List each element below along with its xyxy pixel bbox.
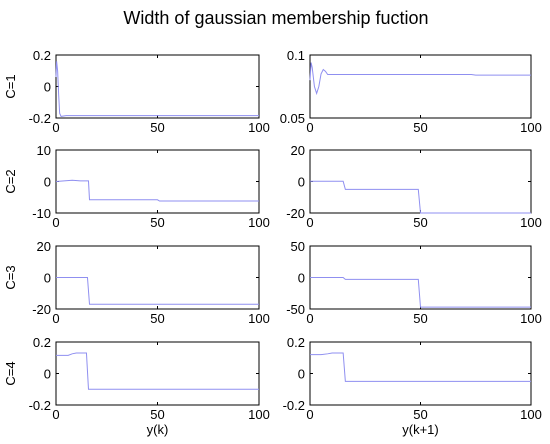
series-line (309, 62, 531, 96)
x-tick-label: 0 (52, 215, 59, 230)
y-axis-label: C=2 (3, 169, 18, 193)
x-tick-label: 0 (306, 407, 313, 422)
plot-area (55, 341, 260, 406)
series-line (56, 352, 259, 390)
y-tick-label: 0 (44, 271, 51, 286)
x-tick-label: 50 (413, 407, 427, 422)
x-tick-label: 50 (150, 407, 164, 422)
plot-area (55, 245, 260, 310)
y-tick-label: 0.05 (280, 111, 305, 126)
series-line (56, 277, 259, 305)
y-axis-label: C=1 (3, 74, 18, 98)
y-tick-label: 0 (44, 80, 51, 95)
x-tick-label: 100 (520, 407, 542, 422)
series-line (55, 61, 259, 117)
y-tick-label: 0.2 (287, 335, 305, 350)
y-tick-label: 20 (291, 143, 305, 158)
x-tick-label: 100 (520, 120, 542, 135)
x-tick-label: 0 (306, 215, 313, 230)
subplot-1: 0 50 100-0.200.2C=1 (3, 48, 270, 135)
plot-area (309, 341, 532, 406)
plot-area (309, 54, 532, 119)
x-tick-label: 100 (520, 215, 542, 230)
x-tick-label: 50 (150, 311, 164, 326)
x-tick-label: 50 (413, 215, 427, 230)
x-axis-label: y(k+1) (402, 422, 438, 437)
y-tick-label: 20 (37, 239, 51, 254)
y-axis-label: C=4 (3, 361, 18, 385)
x-tick-label: 0 (52, 407, 59, 422)
x-tick-label: 100 (520, 311, 542, 326)
y-tick-label: -20 (32, 302, 51, 317)
x-tick-label: 100 (248, 407, 270, 422)
plot-area (55, 149, 260, 214)
y-tick-label: -0.2 (29, 398, 51, 413)
y-tick-label: 50 (291, 239, 305, 254)
y-tick-label: -0.2 (29, 111, 51, 126)
series-line (310, 352, 531, 382)
y-tick-label: -20 (286, 206, 305, 221)
series-line (310, 277, 531, 308)
x-tick-label: 100 (248, 120, 270, 135)
figure-title: Width of gaussian membership fuction (123, 8, 428, 28)
y-axis-label: C=3 (3, 265, 18, 289)
y-tick-label: 0 (298, 175, 305, 190)
x-tick-label: 0 (52, 120, 59, 135)
x-tick-label: 50 (413, 120, 427, 135)
x-tick-label: 0 (52, 311, 59, 326)
series-line (310, 180, 531, 214)
x-tick-label: 0 (306, 120, 313, 135)
plot-area (309, 245, 532, 310)
y-tick-label: 0.1 (287, 48, 305, 63)
x-tick-label: 100 (248, 311, 270, 326)
y-tick-label: 0 (298, 367, 305, 382)
y-tick-label: 0.2 (33, 48, 51, 63)
series-line (55, 179, 259, 202)
y-tick-label: -50 (286, 302, 305, 317)
x-axis-label: y(k) (147, 422, 169, 437)
y-tick-label: 10 (37, 143, 51, 158)
y-tick-label: -10 (32, 206, 51, 221)
y-tick-label: 0 (44, 367, 51, 382)
y-tick-label: 0.2 (33, 335, 51, 350)
x-tick-label: 0 (306, 311, 313, 326)
subplot-8: 0 50 100-0.200.2y(k+1) (283, 335, 542, 437)
subplot-7: 0 50 100-0.200.2C=4y(k) (3, 335, 270, 437)
x-tick-label: 50 (150, 120, 164, 135)
y-tick-label: -0.2 (283, 398, 305, 413)
subplot-2: 0 50 100 0.05 0.1 (280, 48, 542, 135)
y-tick-label: 0 (44, 175, 51, 190)
plot-area (55, 54, 260, 119)
plot-area (309, 149, 532, 214)
x-tick-label: 100 (248, 215, 270, 230)
x-tick-label: 50 (150, 215, 164, 230)
y-tick-label: 0 (298, 271, 305, 286)
x-tick-label: 50 (413, 311, 427, 326)
